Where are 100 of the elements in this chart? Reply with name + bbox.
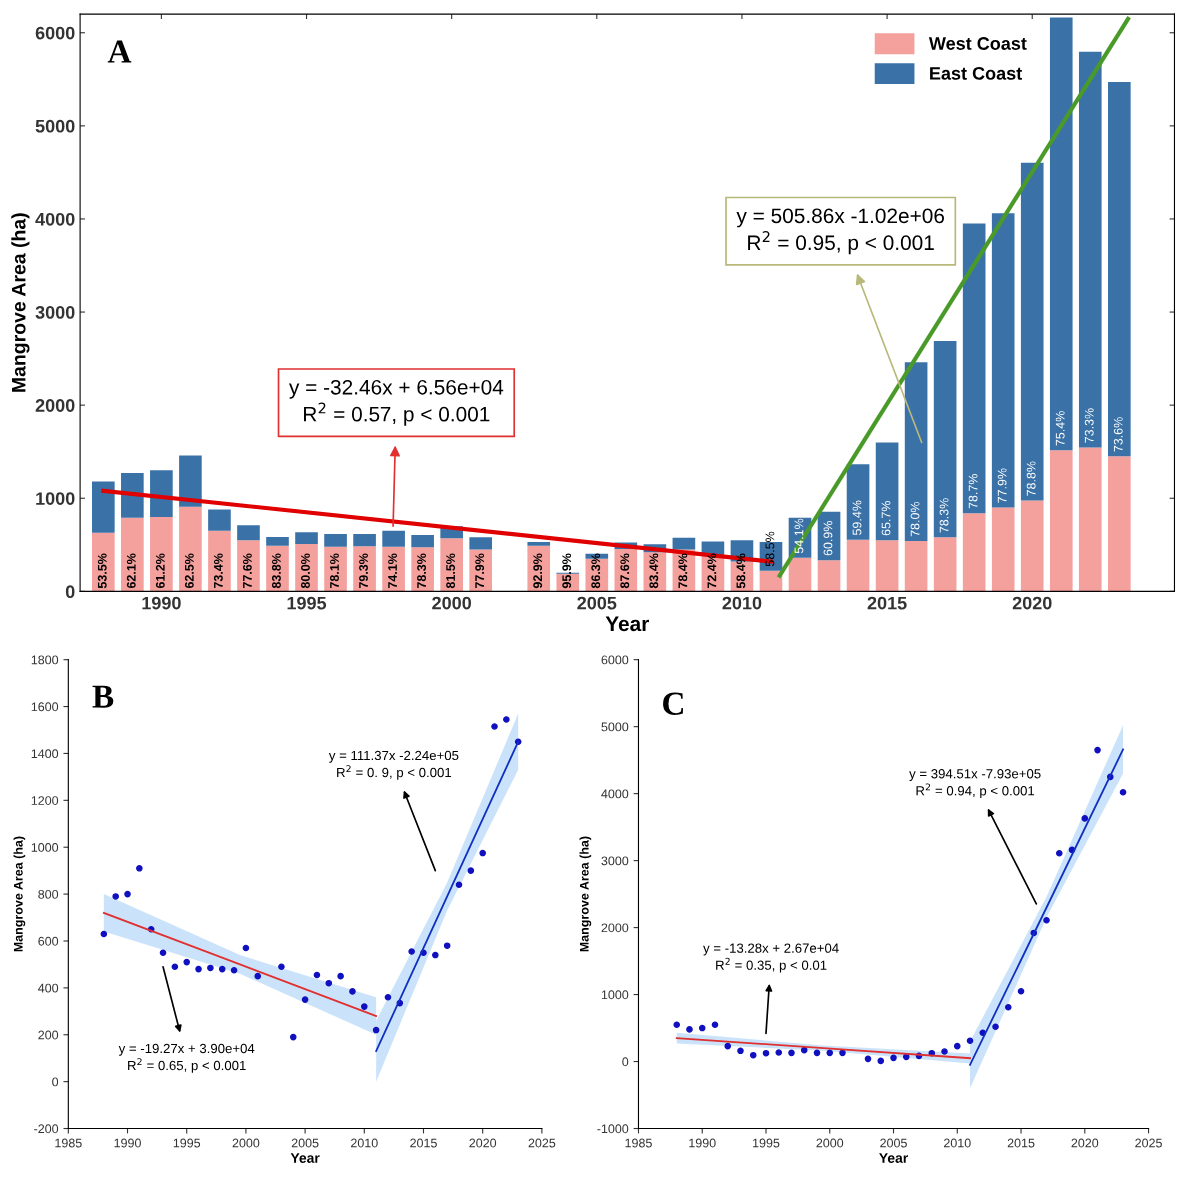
bar: [875, 442, 899, 541]
bar: [324, 534, 347, 547]
bar: [237, 540, 260, 592]
point: [1081, 815, 1089, 822]
y-tick-label: 1000: [601, 990, 629, 1000]
point: [762, 1049, 770, 1057]
point: [278, 963, 285, 971]
point: [503, 716, 510, 723]
point: [992, 1023, 999, 1031]
point: [124, 890, 131, 898]
point: [941, 1048, 948, 1055]
x-tick-label: 2015: [1007, 1138, 1035, 1148]
annotation: y = -13.28x + 2.67e+04 R$^{2}$ = 0.35, p < 0.01: [703, 943, 839, 973]
y-tick-label: 5000: [601, 722, 629, 732]
annotation: 78.0%: [910, 501, 920, 537]
annotation: 75.4%: [1055, 411, 1065, 446]
point: [864, 1055, 872, 1063]
annotation: A: [107, 40, 132, 63]
x-tick-label: 1990: [689, 1138, 716, 1148]
point: [737, 1047, 744, 1055]
bar: [991, 507, 1015, 592]
legend-label: East Coast: [930, 66, 1022, 80]
y-tick-label: 800: [38, 889, 59, 899]
point: [195, 965, 202, 973]
annotation: 77.6%: [242, 553, 252, 589]
x-tick-label: 1990: [142, 596, 181, 610]
bar: [846, 539, 870, 592]
x-axis-title: Year: [290, 1153, 320, 1163]
x-tick-label: 2010: [722, 596, 762, 610]
annotation: 92.9%: [533, 553, 543, 589]
bar: [121, 473, 144, 518]
point: [724, 1042, 732, 1050]
y-tick-label: -1000: [597, 1124, 629, 1134]
annotation: 78.1%: [330, 553, 339, 589]
bar: [150, 516, 173, 592]
annotation: 53.5%: [97, 553, 107, 589]
bar: [411, 535, 434, 548]
point: [171, 963, 179, 971]
annotation: 80.0%: [301, 553, 310, 589]
annotation: 81.5%: [446, 553, 456, 589]
annotation: B: [92, 685, 114, 708]
x-tick-label: 2010: [944, 1138, 971, 1148]
x-tick-label: 2020: [1012, 596, 1052, 610]
x-axis-title: Year: [605, 616, 649, 632]
annotation: 74.1%: [388, 553, 397, 589]
point: [455, 881, 463, 889]
x-tick-label: 2015: [410, 1138, 437, 1148]
annotation: 87.6%: [620, 553, 630, 589]
annotation: 73.6%: [1113, 417, 1123, 452]
annotation: 78.7%: [968, 473, 978, 509]
x-tick-label: 2005: [577, 596, 617, 610]
annotation: y = 505.86x -1.02e+06 R$^{2}$ = 0.95, p < 0.001: [736, 208, 945, 255]
x-tick-label: 2000: [432, 596, 472, 610]
y-tick-label: 3000: [601, 856, 629, 866]
point: [289, 1033, 297, 1041]
point: [839, 1049, 846, 1057]
annotation: 72.4%: [707, 553, 717, 589]
bar: [92, 481, 115, 533]
point: [432, 951, 439, 959]
bar: [933, 340, 957, 538]
annotation: 77.9%: [997, 468, 1007, 503]
bar: [904, 362, 928, 542]
y-tick-label: 5000: [35, 119, 75, 133]
y-axis-title: Mangrove Area (ha): [579, 836, 592, 952]
annotation: 62.1%: [126, 553, 136, 589]
point: [1017, 987, 1025, 995]
bar: [846, 464, 870, 540]
x-tick-label: 2015: [867, 596, 907, 610]
bar: [121, 517, 144, 592]
x-tick-label: 1995: [287, 596, 327, 610]
bar: [933, 537, 957, 592]
y-tick-label: 1800: [31, 655, 59, 665]
point: [1004, 1004, 1012, 1011]
y-tick-label: 600: [38, 936, 59, 946]
bar: [817, 560, 841, 592]
point: [673, 1021, 681, 1029]
point: [242, 944, 250, 952]
point: [218, 965, 226, 973]
annotation: y = 111.37x -2.24e+05 R$^{2}$ = 0. 9, p < 0.001: [328, 750, 459, 780]
point: [408, 948, 415, 955]
bar: [440, 538, 463, 592]
point: [877, 1057, 885, 1065]
bar: [266, 536, 289, 546]
x-tick-label: 2000: [816, 1138, 844, 1148]
y-tick-label: 400: [38, 983, 59, 993]
y-tick-label: 0: [52, 1077, 59, 1087]
bar: [1049, 450, 1073, 592]
annotation: 54.1%: [794, 518, 804, 554]
point: [183, 958, 191, 966]
annotation: 62.5%: [184, 553, 194, 589]
y-tick-label: 1600: [31, 702, 59, 712]
x-tick-label: 1995: [173, 1138, 201, 1148]
y-tick-label: 1000: [31, 843, 59, 852]
x-tick-label: 2005: [880, 1138, 907, 1148]
bar: [150, 470, 173, 517]
annotation: 86.3%: [591, 553, 601, 589]
x-tick-label: 1995: [753, 1138, 780, 1148]
annotation: 58.4%: [736, 553, 746, 589]
annotation: 60.9%: [823, 521, 833, 556]
annotation: 95.9%: [562, 553, 572, 589]
